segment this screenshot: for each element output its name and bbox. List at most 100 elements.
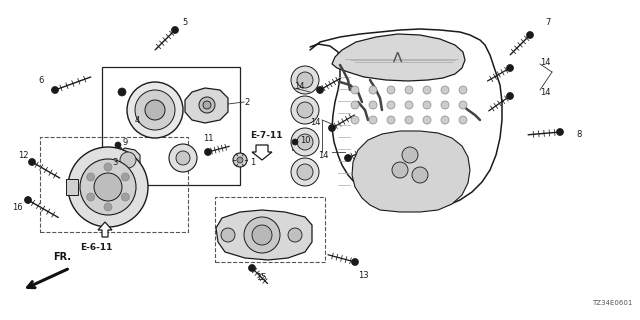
- Text: E-7-11: E-7-11: [250, 131, 282, 140]
- Bar: [66, 179, 78, 195]
- Circle shape: [387, 101, 395, 109]
- Text: 10: 10: [300, 135, 310, 145]
- Text: 2: 2: [244, 98, 249, 107]
- Circle shape: [51, 86, 58, 93]
- Circle shape: [291, 96, 319, 124]
- Circle shape: [459, 101, 467, 109]
- Circle shape: [252, 225, 272, 245]
- Text: ⋀: ⋀: [394, 53, 403, 63]
- Circle shape: [369, 101, 377, 109]
- Circle shape: [86, 173, 95, 181]
- Circle shape: [412, 167, 428, 183]
- Circle shape: [369, 116, 377, 124]
- Text: 9: 9: [122, 138, 127, 147]
- Text: 14: 14: [540, 87, 550, 97]
- Circle shape: [387, 116, 395, 124]
- Circle shape: [527, 31, 534, 38]
- Circle shape: [459, 116, 467, 124]
- Circle shape: [205, 148, 211, 156]
- Circle shape: [392, 162, 408, 178]
- Circle shape: [402, 147, 418, 163]
- Circle shape: [387, 86, 395, 94]
- Circle shape: [351, 116, 359, 124]
- Circle shape: [244, 217, 280, 253]
- Circle shape: [351, 101, 359, 109]
- Text: FR.: FR.: [53, 252, 71, 262]
- Circle shape: [291, 158, 319, 186]
- Text: 8: 8: [576, 130, 581, 139]
- Polygon shape: [352, 131, 470, 212]
- Circle shape: [176, 151, 190, 165]
- Circle shape: [506, 65, 513, 71]
- Circle shape: [104, 203, 112, 211]
- Circle shape: [317, 86, 323, 93]
- Polygon shape: [185, 88, 228, 123]
- Text: 6: 6: [38, 76, 44, 84]
- Circle shape: [297, 72, 313, 88]
- Text: 3: 3: [112, 157, 117, 166]
- Circle shape: [351, 259, 358, 266]
- Circle shape: [328, 124, 335, 132]
- Circle shape: [423, 101, 431, 109]
- Text: TZ34E0601: TZ34E0601: [591, 300, 632, 306]
- Circle shape: [29, 158, 35, 165]
- Circle shape: [506, 92, 513, 100]
- Circle shape: [441, 116, 449, 124]
- Circle shape: [94, 173, 122, 201]
- Circle shape: [288, 228, 302, 242]
- Circle shape: [169, 144, 197, 172]
- Circle shape: [120, 152, 136, 168]
- Text: 11: 11: [203, 133, 214, 142]
- Circle shape: [80, 159, 136, 215]
- Text: 13: 13: [358, 270, 369, 279]
- Text: 12: 12: [18, 150, 29, 159]
- Circle shape: [115, 142, 121, 148]
- Text: E-6-11: E-6-11: [80, 244, 113, 252]
- Circle shape: [24, 196, 31, 204]
- Circle shape: [199, 97, 215, 113]
- Circle shape: [291, 128, 319, 156]
- Circle shape: [233, 153, 247, 167]
- Circle shape: [292, 139, 298, 145]
- Circle shape: [423, 86, 431, 94]
- Circle shape: [86, 193, 95, 201]
- Text: 1: 1: [250, 157, 255, 166]
- Polygon shape: [252, 145, 272, 160]
- Circle shape: [297, 102, 313, 118]
- Circle shape: [369, 86, 377, 94]
- Circle shape: [68, 147, 148, 227]
- Circle shape: [405, 86, 413, 94]
- Circle shape: [248, 265, 255, 271]
- Circle shape: [459, 86, 467, 94]
- Circle shape: [221, 228, 235, 242]
- Circle shape: [145, 100, 165, 120]
- Circle shape: [291, 66, 319, 94]
- Circle shape: [122, 193, 129, 201]
- Circle shape: [135, 90, 175, 130]
- Circle shape: [203, 101, 211, 109]
- Text: 14: 14: [310, 117, 321, 126]
- Text: 7: 7: [545, 18, 550, 27]
- Circle shape: [344, 155, 351, 162]
- Text: 16: 16: [12, 204, 22, 212]
- Bar: [40, 137, 188, 232]
- Circle shape: [297, 164, 313, 180]
- Circle shape: [557, 129, 563, 135]
- Polygon shape: [115, 148, 140, 172]
- Text: 14: 14: [318, 150, 328, 159]
- Text: 14: 14: [540, 58, 550, 67]
- Circle shape: [405, 116, 413, 124]
- Text: 5: 5: [182, 18, 188, 27]
- Polygon shape: [98, 222, 112, 237]
- Circle shape: [441, 86, 449, 94]
- Circle shape: [441, 101, 449, 109]
- Circle shape: [118, 88, 126, 96]
- Circle shape: [237, 157, 243, 163]
- Text: 15: 15: [256, 273, 266, 282]
- Text: 4: 4: [135, 116, 140, 124]
- Circle shape: [423, 116, 431, 124]
- Circle shape: [104, 163, 112, 171]
- Circle shape: [297, 134, 313, 150]
- Circle shape: [172, 27, 179, 34]
- Circle shape: [405, 101, 413, 109]
